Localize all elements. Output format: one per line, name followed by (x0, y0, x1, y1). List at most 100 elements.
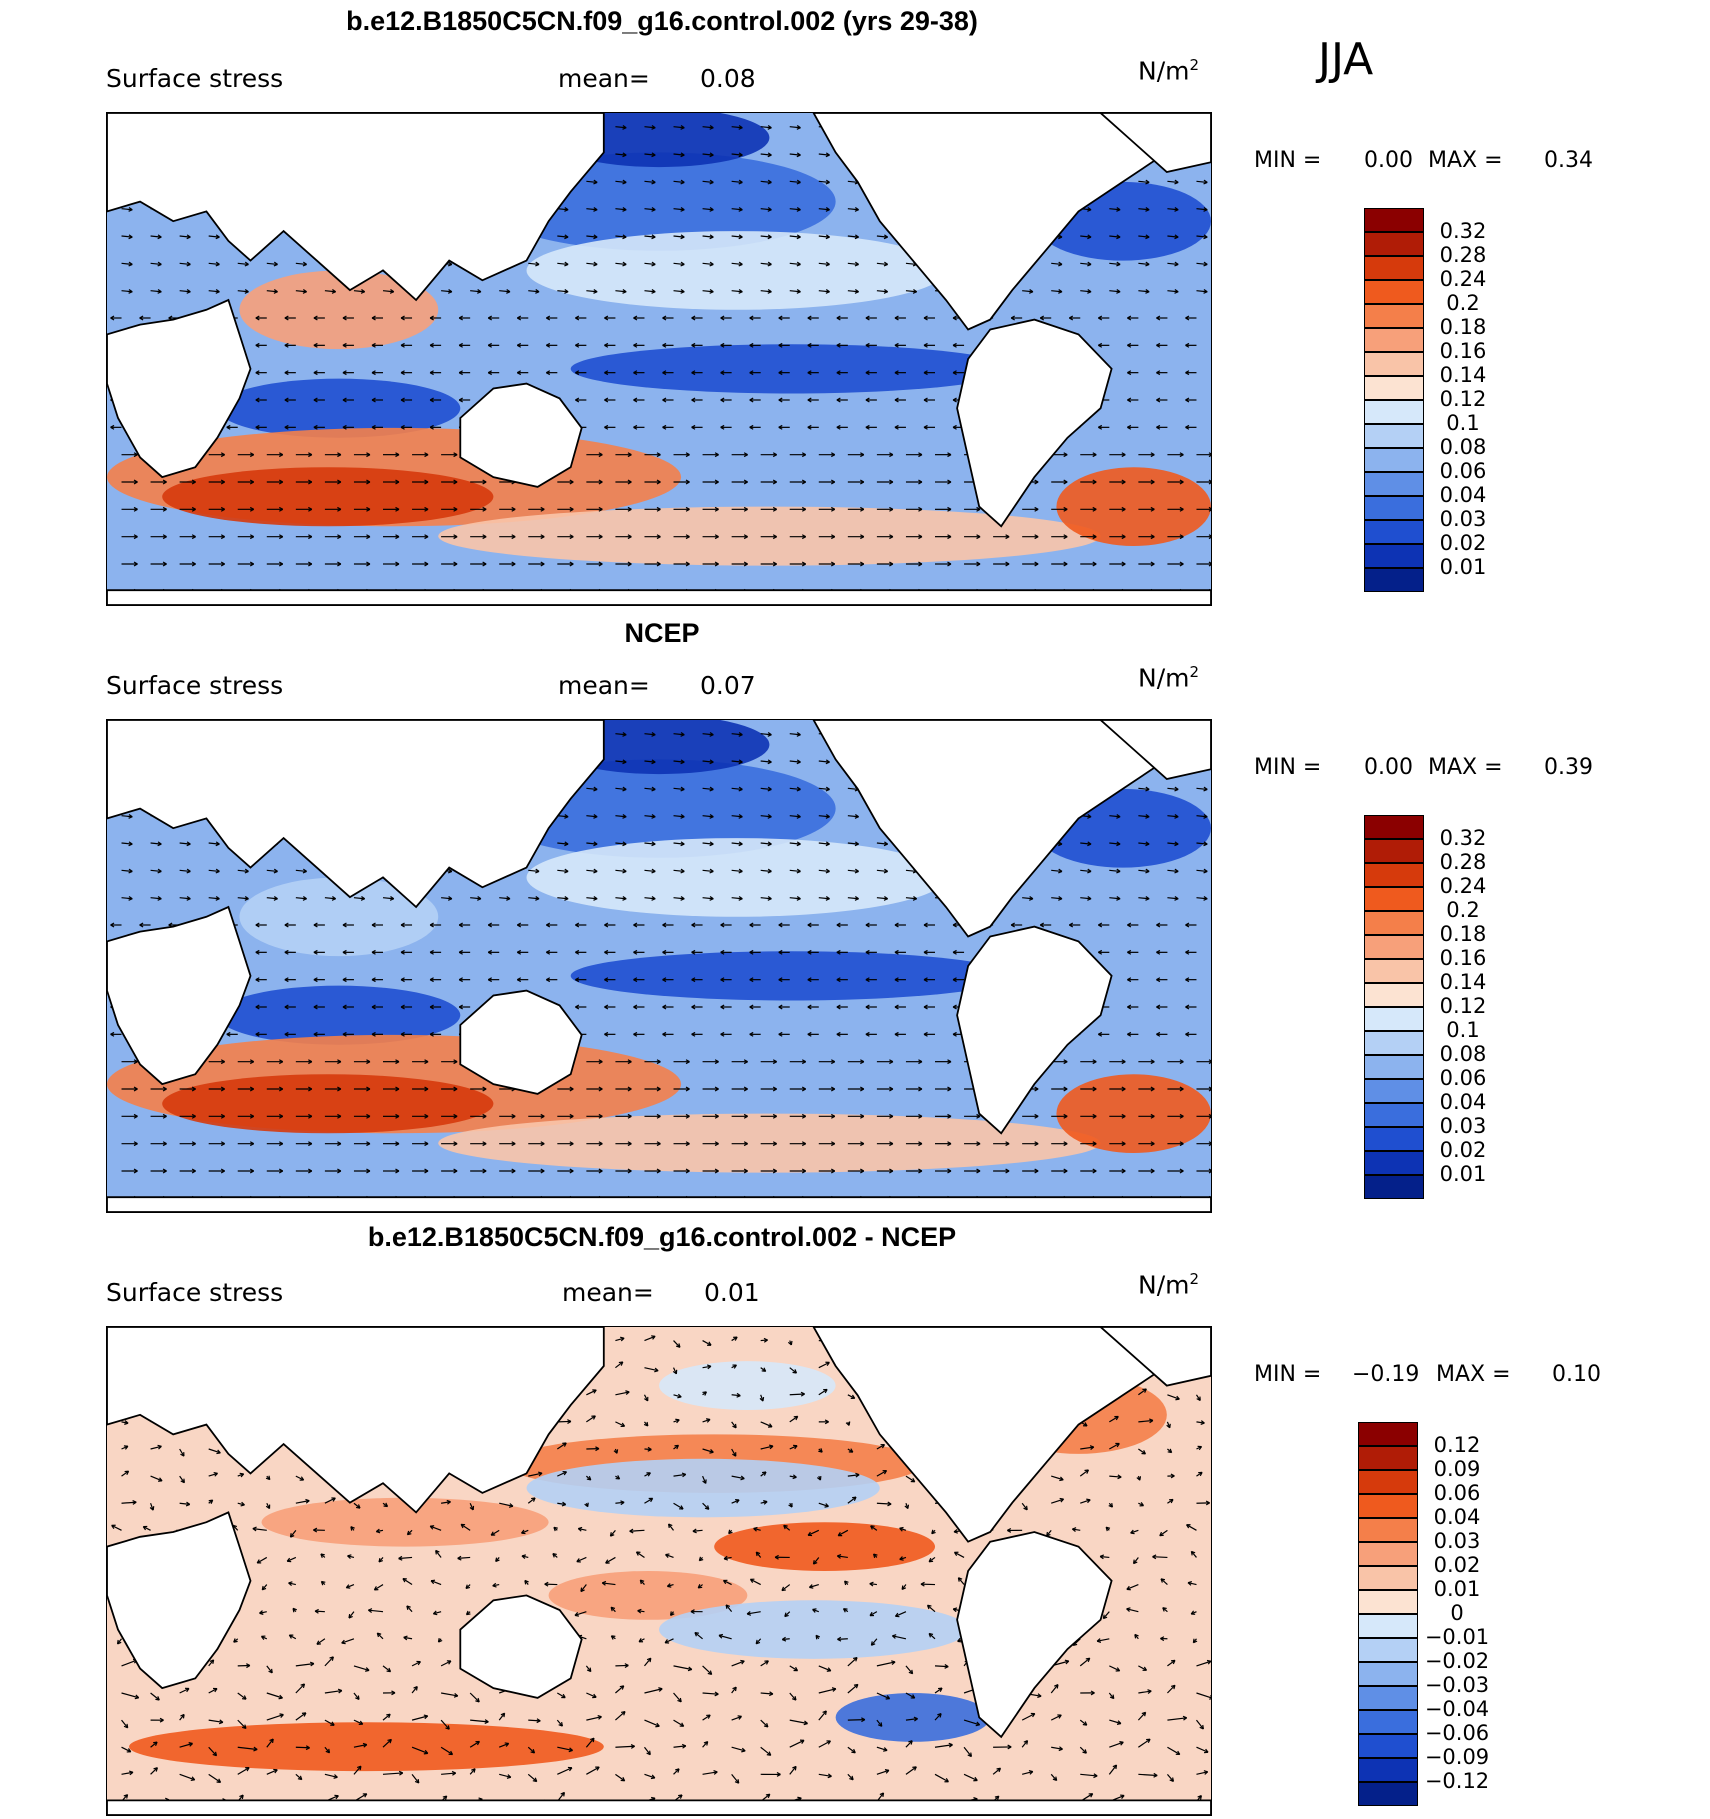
vector-arrowhead (453, 1113, 458, 1119)
vector-arrowhead (709, 896, 714, 901)
vector-arrowhead (337, 479, 342, 485)
vector-arrow (411, 1773, 420, 1784)
vector-arrowhead (249, 534, 255, 540)
vector-arrow (1109, 235, 1121, 238)
vector-arrowhead (1007, 1527, 1012, 1533)
vector-arrowhead (567, 1766, 573, 1772)
vector-arrow (718, 1634, 732, 1640)
vector-arrowhead (1063, 1086, 1068, 1092)
colorbar-tick-label: 0.32 (1439, 219, 1487, 243)
vector-arrowhead (375, 1528, 381, 1534)
vector-arrowhead (313, 315, 318, 321)
vector-arrowhead (158, 1477, 163, 1482)
vector-arrowhead (284, 370, 289, 376)
vector-arrow (702, 1502, 710, 1510)
vector-arrowhead (1114, 1415, 1119, 1421)
vector-arrowhead (830, 534, 836, 540)
vector-arrowhead (720, 1004, 725, 1010)
vector-arrowhead (569, 1113, 574, 1119)
vector-arrowhead (865, 922, 870, 928)
vector-arrowhead (1150, 561, 1155, 567)
vector-arrowhead (1185, 397, 1190, 403)
vector-arrow (818, 1388, 828, 1396)
vector-arrow (121, 290, 133, 293)
panel-2-max-value: 0.39 (1544, 755, 1593, 780)
vector-arrowhead (531, 1497, 536, 1502)
vector-arrowhead (709, 786, 714, 792)
colorbar-swatch (1364, 959, 1424, 983)
vector-arrowhead (278, 1086, 284, 1092)
vector-arrowhead (855, 1472, 860, 1478)
vector-arrowhead (830, 1168, 836, 1174)
vector-arrow (315, 1610, 325, 1613)
vector-arrowhead (362, 1742, 368, 1748)
colorbar-tick-label: 0.02 (1439, 531, 1487, 555)
vector-arrowhead (133, 1141, 138, 1147)
vector-arrowhead (1174, 814, 1179, 819)
vector-arrow (382, 897, 394, 900)
vector-arrowhead (1156, 315, 1161, 321)
vector-arrowhead (662, 1004, 667, 1010)
vector-arrow (324, 1773, 338, 1778)
vector-arrowhead (778, 977, 783, 983)
vector-arrow (376, 1632, 384, 1640)
colorbar-tick-label: −0.03 (1424, 1673, 1490, 1697)
vector-arrowhead (162, 1086, 167, 1092)
vector-arrowhead (208, 1499, 214, 1505)
vector-arrow (557, 1746, 573, 1752)
vector-arrowhead (538, 1471, 543, 1477)
vector-arrow (934, 1665, 949, 1668)
vector-arrowhead (331, 896, 337, 901)
vector-arrowhead (648, 1497, 654, 1503)
vector-arrow (1138, 290, 1150, 293)
vector-arrow (1051, 1746, 1063, 1750)
vector-arrowhead (908, 1740, 913, 1745)
vector-arrowhead (807, 1031, 812, 1037)
vector-arrowhead (416, 1660, 421, 1666)
vector-arrowhead (288, 1581, 293, 1587)
vector-arrowhead (923, 315, 928, 321)
vector-arrow (702, 1771, 718, 1775)
vector-arrowhead (1156, 424, 1161, 430)
vector-arrowhead (313, 342, 318, 348)
vector-arrowhead (139, 315, 144, 321)
vector-arrowhead (1145, 896, 1150, 901)
vector-arrowhead (883, 896, 889, 901)
vector-arrow (290, 1529, 297, 1538)
vector-arrow (1196, 1421, 1205, 1424)
vector-arrowhead (157, 261, 162, 267)
vector-arrowhead (134, 1694, 140, 1700)
vector-arrowhead (325, 1748, 331, 1754)
vector-arrowhead (923, 922, 928, 928)
vector-arrowhead (1150, 506, 1155, 512)
vector-arrowhead (432, 1610, 438, 1616)
vector-arrow (121, 1746, 132, 1753)
vector-arrowhead (1058, 261, 1063, 267)
vector-arrowhead (186, 868, 191, 874)
vector-arrowhead (1208, 479, 1211, 485)
vector-arrowhead (535, 261, 540, 267)
vector-arrowhead (1145, 786, 1150, 792)
vector-arrowhead (403, 1635, 408, 1641)
vector-arrowhead (622, 759, 627, 765)
vector-arrowhead (678, 1794, 683, 1799)
vector-arrowhead (685, 1141, 690, 1147)
vector-arrowhead (918, 1141, 923, 1147)
vector-arrow (723, 1579, 732, 1586)
vector-arrow (557, 208, 569, 211)
vector-arrowhead (764, 1660, 769, 1665)
vector-arrowhead (413, 1686, 418, 1691)
colorbar-tick-label: −0.04 (1424, 1697, 1490, 1721)
panel-1-units: N/m2 (1138, 56, 1200, 86)
vector-arrowhead (923, 1004, 928, 1010)
vector-arrowhead (345, 1584, 351, 1589)
vector-arrowhead (308, 1086, 313, 1092)
vector-arrowhead (1087, 234, 1092, 240)
vector-arrowhead (680, 732, 685, 737)
vector-arrow (644, 235, 656, 238)
vector-arrowhead (308, 506, 313, 512)
vector-arrowhead (918, 479, 923, 485)
vector-arrowhead (675, 1768, 680, 1773)
vector-arrow (208, 869, 220, 873)
vector-arrowhead (342, 315, 347, 321)
